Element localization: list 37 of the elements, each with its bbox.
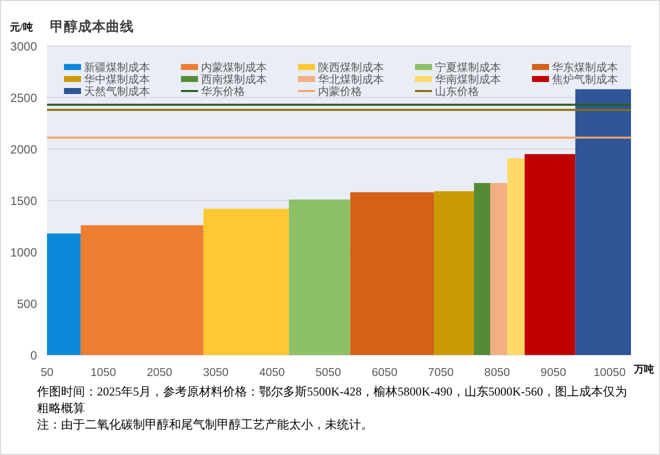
y-tick-label: 1000 <box>10 245 38 260</box>
x-tick-label: 5050 <box>316 367 342 380</box>
x-tick-label: 8050 <box>484 367 510 380</box>
y-tick-label: 3000 <box>10 39 38 54</box>
text: 注：由于二氧化碳制甲醇和尾气制甲醇工艺产能太小，未统计。 <box>37 417 373 432</box>
legend-label: 西南煤制成本 <box>201 72 267 86</box>
x-tick-label: 7050 <box>428 367 454 380</box>
y-tick-label: 2500 <box>10 90 38 105</box>
y-axis-title: 元/吨 <box>9 22 33 34</box>
legend-label: 宁夏煤制成本 <box>435 60 501 74</box>
chart-title: 甲醇成本曲线 <box>50 18 134 34</box>
legend-label: 内蒙价格 <box>318 84 362 98</box>
legend-label: 山东价格 <box>435 84 479 98</box>
x-tick-label: 50 <box>40 367 54 380</box>
x-tick-label: 6050 <box>372 367 398 380</box>
legend-label: 天然气制成本 <box>84 84 150 98</box>
y-tick-label: 1500 <box>10 194 38 208</box>
y-tick-label: 500 <box>16 296 38 311</box>
legend-label: 焦炉气制成本 <box>552 72 618 86</box>
x-tick-label: 2050 <box>146 367 172 380</box>
x-tick-label: 3050 <box>202 367 229 380</box>
legend-label: 华中煤制成本 <box>84 72 150 86</box>
text: 作图时间：2025年5月，参考原材料价格：鄂尔多斯5500K-428，榆林5800K-490，山东5000K-560，图上成本仅为粗略概算 <box>36 384 627 415</box>
y-tick-label: 0 <box>30 348 38 362</box>
legend-label: 陕西煤制成本 <box>318 60 384 74</box>
x-tick-label: 4050 <box>259 367 285 380</box>
x-tick-label: 10050 <box>594 367 626 380</box>
x-tick-label: 9050 <box>540 367 566 380</box>
legend-label: 内蒙煤制成本 <box>201 60 267 74</box>
legend-label: 新疆煤制成本 <box>84 60 150 74</box>
x-tick-label: 1050 <box>90 367 116 380</box>
x-axis-title: 万吨 <box>633 364 654 376</box>
y-tick-label: 2000 <box>10 142 38 156</box>
legend-label: 华北煤制成本 <box>318 72 384 86</box>
legend-label: 华东价格 <box>201 84 245 98</box>
legend-label: 华南煤制成本 <box>435 72 501 86</box>
legend-label: 华东煤制成本 <box>552 60 618 74</box>
